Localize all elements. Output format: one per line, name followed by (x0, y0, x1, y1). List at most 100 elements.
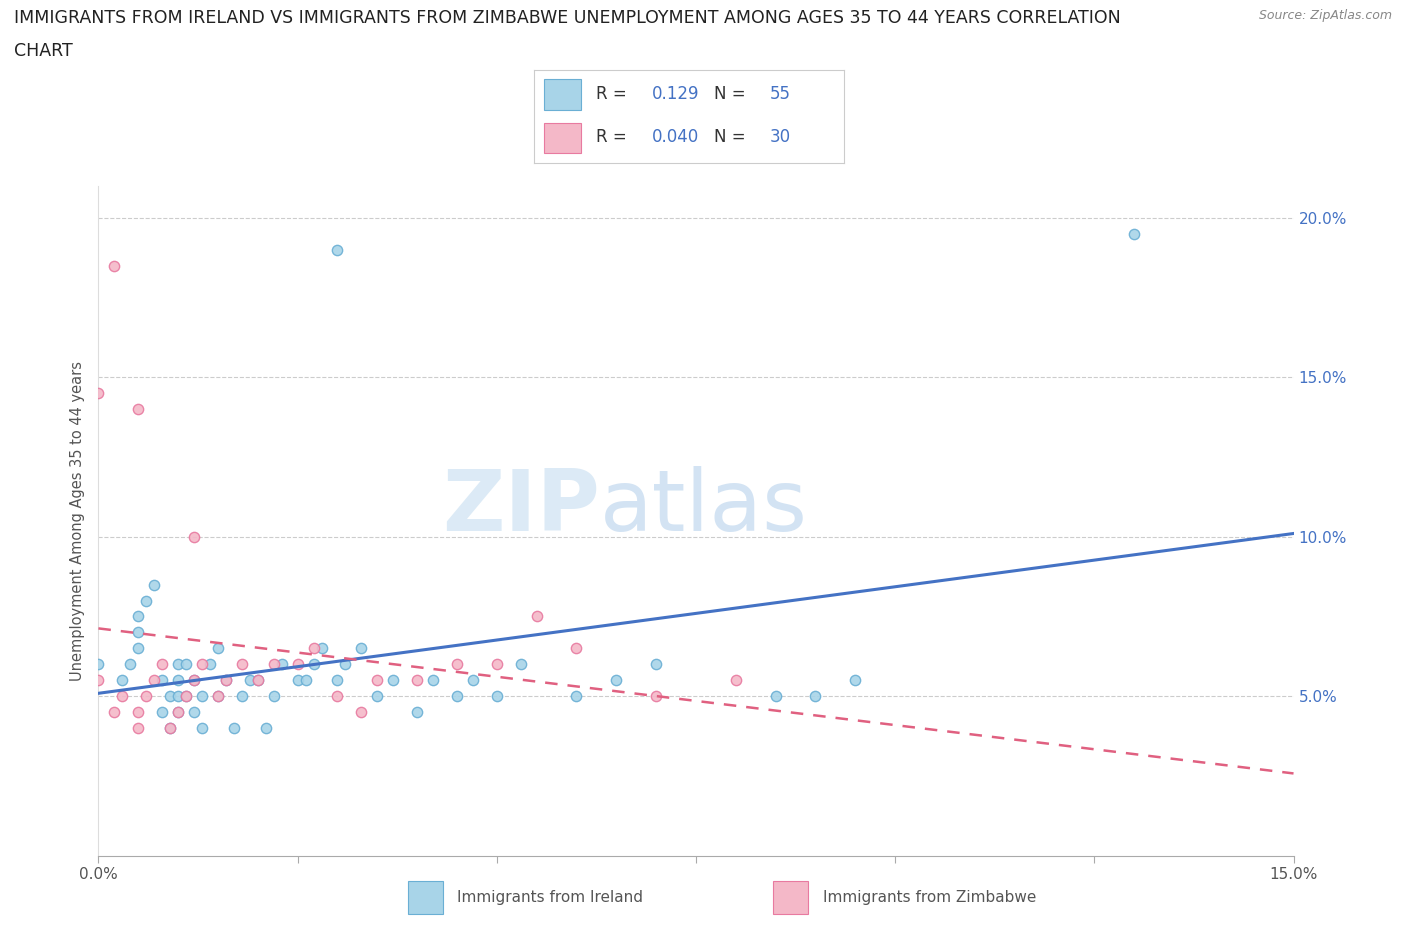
Point (446, 657, 468, 671)
Point (150, 672, 173, 687)
Y-axis label: Unemployment Among Ages 35 to 44 years: Unemployment Among Ages 35 to 44 years (70, 361, 86, 681)
Point (526, 609, 548, 624)
Point (326, 672, 349, 687)
Point (263, 657, 285, 671)
Point (127, 641, 149, 656)
Point (159, 689, 181, 704)
Point (485, 657, 508, 671)
Point (159, 721, 181, 736)
Point (150, 657, 173, 671)
Point (565, 689, 588, 704)
Point (302, 657, 325, 671)
Point (135, 689, 157, 704)
Point (302, 641, 325, 656)
Point (605, 672, 627, 687)
Point (366, 689, 388, 704)
Point (239, 672, 262, 687)
Point (287, 672, 309, 687)
Text: Immigrants from Ireland: Immigrants from Ireland (457, 890, 643, 905)
FancyBboxPatch shape (408, 882, 443, 913)
Point (135, 593, 157, 608)
Point (1123, 226, 1146, 241)
Point (406, 705, 429, 720)
Point (335, 657, 357, 671)
Point (120, 657, 142, 671)
Point (215, 672, 238, 687)
Point (150, 705, 173, 720)
Point (207, 689, 229, 704)
Point (174, 689, 197, 704)
Point (645, 657, 668, 671)
Point (804, 689, 827, 704)
Point (159, 721, 181, 736)
Point (183, 672, 205, 687)
Point (207, 641, 229, 656)
Point (127, 705, 149, 720)
Point (87, 672, 110, 687)
Point (311, 641, 333, 656)
Text: N =: N = (714, 86, 751, 103)
Text: 0.040: 0.040 (652, 128, 699, 146)
Text: 0.129: 0.129 (652, 86, 699, 103)
Point (207, 689, 229, 704)
Point (406, 672, 429, 687)
Point (844, 672, 866, 687)
Point (127, 625, 149, 640)
Point (565, 641, 588, 656)
Point (198, 657, 221, 671)
Text: R =: R = (596, 86, 633, 103)
Point (287, 657, 309, 671)
Text: Immigrants from Zimbabwe: Immigrants from Zimbabwe (823, 890, 1036, 905)
FancyBboxPatch shape (773, 882, 808, 913)
Point (724, 672, 747, 687)
Text: CHART: CHART (14, 42, 73, 60)
Point (254, 721, 277, 736)
Point (143, 578, 166, 592)
Point (246, 672, 269, 687)
Point (246, 672, 269, 687)
Point (446, 689, 468, 704)
Point (382, 672, 405, 687)
Point (191, 721, 214, 736)
Point (461, 672, 484, 687)
Point (127, 721, 149, 736)
Point (174, 689, 197, 704)
Point (87, 657, 110, 671)
Point (167, 705, 190, 720)
Point (87, 386, 110, 401)
Point (326, 689, 349, 704)
Point (765, 689, 787, 704)
Point (103, 705, 125, 720)
Point (167, 689, 190, 704)
Text: 30: 30 (769, 128, 790, 146)
Point (231, 657, 253, 671)
Point (350, 641, 373, 656)
Point (222, 721, 245, 736)
Point (167, 657, 190, 671)
Point (350, 705, 373, 720)
Text: IMMIGRANTS FROM IRELAND VS IMMIGRANTS FROM ZIMBABWE UNEMPLOYMENT AMONG AGES 35 T: IMMIGRANTS FROM IRELAND VS IMMIGRANTS FR… (14, 9, 1121, 27)
Text: R =: R = (596, 128, 633, 146)
Point (174, 657, 197, 671)
Point (485, 689, 508, 704)
Point (127, 609, 149, 624)
Point (270, 657, 292, 671)
Text: atlas: atlas (600, 466, 808, 549)
Point (231, 689, 253, 704)
Point (183, 705, 205, 720)
Point (263, 689, 285, 704)
Point (167, 672, 190, 687)
Text: Source: ZipAtlas.com: Source: ZipAtlas.com (1258, 9, 1392, 22)
Point (167, 705, 190, 720)
Point (127, 402, 149, 417)
Point (183, 529, 205, 544)
Point (326, 243, 349, 258)
Point (191, 689, 214, 704)
Text: ZIP: ZIP (443, 466, 600, 549)
Point (509, 657, 531, 671)
Point (294, 672, 316, 687)
Point (103, 259, 125, 273)
Point (111, 689, 134, 704)
FancyBboxPatch shape (544, 123, 581, 153)
Point (366, 672, 388, 687)
